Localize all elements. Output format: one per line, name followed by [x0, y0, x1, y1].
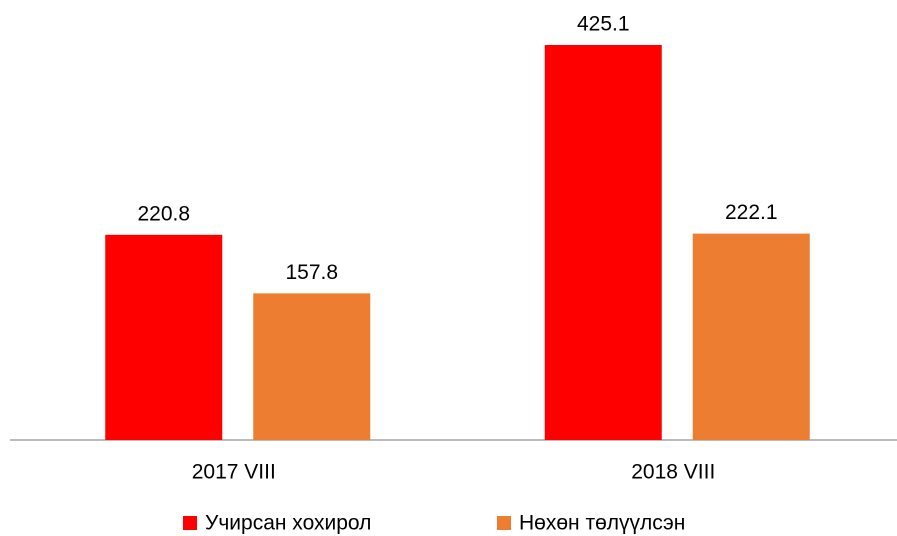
bar [544, 45, 662, 440]
x-tick-label: 2018 VIII [631, 461, 715, 484]
legend-swatch [497, 516, 511, 530]
x-tick-label: 2017 VIII [192, 461, 276, 484]
data-label: 222.1 [725, 201, 778, 224]
bar [692, 233, 810, 440]
legend-label: Учирсан хохирол [205, 512, 371, 535]
legend-label: Нөхөн төлүүлсэн [519, 512, 685, 535]
legend-swatch [183, 516, 197, 530]
data-label: 220.8 [137, 202, 190, 225]
data-label: 425.1 [577, 13, 630, 36]
bar [105, 234, 223, 440]
data-label: 157.8 [285, 261, 338, 284]
bar [253, 293, 371, 440]
